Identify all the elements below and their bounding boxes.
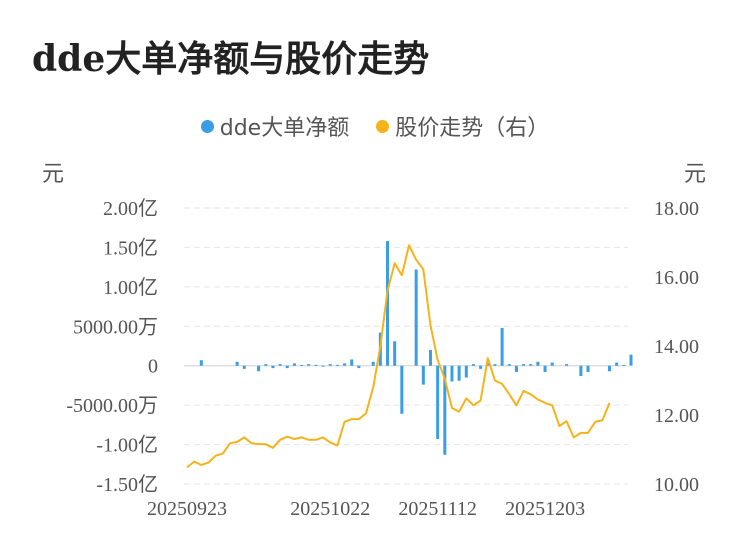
x-tick-label: 20250923: [147, 498, 227, 520]
left-tick-label: 1.50亿: [103, 236, 158, 259]
dde-bar: [271, 365, 275, 369]
dde-bar: [278, 364, 282, 366]
dde-bar: [493, 364, 497, 366]
dde-bar: [335, 364, 339, 366]
legend-item-dde[interactable]: dde大单净额: [200, 110, 350, 142]
right-tick-label: 14.00: [654, 336, 699, 358]
left-tick-label: 1.00亿: [103, 276, 158, 299]
right-axis-unit: 元: [684, 162, 707, 187]
price-line: [186, 244, 611, 469]
dde-bar: [443, 365, 447, 455]
dde-bar: [464, 365, 468, 378]
dde-bar: [486, 363, 490, 366]
legend-dot-price: [376, 119, 390, 133]
dde-bar: [457, 365, 461, 381]
dde-bar: [428, 349, 432, 366]
right-tick-label: 16.00: [654, 267, 699, 289]
legend: dde大单净额 股价走势（右）: [0, 110, 750, 142]
left-tick-label: -1.00亿: [96, 434, 158, 457]
dde-bar: [522, 364, 526, 366]
dde-bar: [543, 365, 547, 373]
dde-bar: [536, 361, 540, 366]
dde-bar: [314, 364, 318, 366]
dde-bar: [307, 364, 311, 366]
dde-bar: [300, 364, 304, 366]
dde-bar: [479, 365, 483, 369]
dde-bar: [414, 269, 418, 366]
legend-item-price[interactable]: 股价走势（右）: [376, 110, 549, 142]
dde-bar: [242, 365, 246, 369]
legend-dot-dde: [200, 119, 214, 133]
dde-bar: [629, 354, 633, 366]
dde-bar: [357, 365, 361, 369]
chart-title: dde大单净额与股价走势: [32, 38, 430, 80]
dde-bar: [292, 363, 296, 366]
x-tick-label: 20251022: [290, 498, 370, 520]
x-tick-label: 20251112: [398, 498, 477, 520]
left-axis-unit: 元: [42, 162, 65, 187]
dde-bar: [350, 359, 354, 366]
dde-bar: [257, 365, 261, 372]
dde-bar: [436, 365, 440, 440]
dde-bar: [622, 364, 626, 366]
dde-bar: [371, 361, 375, 366]
dde-bar: [264, 364, 268, 366]
dde-bar: [608, 365, 612, 372]
dde-bar: [285, 365, 289, 369]
left-tick-label: -5000.00万: [66, 395, 158, 417]
left-tick-label: -1.50亿: [96, 473, 158, 496]
left-tick-label: 5000.00万: [73, 316, 158, 338]
dde-bar: [579, 365, 583, 376]
dde-bar: [565, 364, 569, 366]
dde-bar: [586, 365, 590, 373]
dde-bar: [421, 365, 425, 385]
dde-bar: [393, 341, 397, 366]
right-tick-label: 18.00: [654, 198, 699, 220]
dde-bar: [500, 327, 504, 366]
x-tick-label: 20251203: [505, 498, 585, 520]
dde-bar: [514, 365, 518, 373]
dde-bar: [550, 362, 554, 366]
dde-bar: [321, 365, 325, 367]
dde-bar: [615, 362, 619, 366]
left-tick-label: 0: [148, 356, 158, 378]
dde-bar: [529, 364, 533, 366]
right-tick-label: 10.00: [654, 474, 699, 496]
dde-bar: [400, 365, 404, 414]
legend-label-price: 股价走势（右）: [395, 116, 550, 141]
dde-bar: [199, 360, 203, 366]
right-tick-label: 12.00: [654, 405, 699, 427]
legend-label-dde: dde大单净额: [219, 116, 350, 141]
dde-bar: [471, 364, 475, 366]
dde-bar: [386, 241, 390, 366]
dde-bar: [235, 361, 239, 366]
dde-bar: [450, 365, 454, 382]
left-tick-label: 2.00亿: [103, 197, 158, 220]
dde-bar: [328, 364, 332, 366]
dde-bar: [507, 364, 511, 366]
dde-bar: [343, 363, 347, 366]
